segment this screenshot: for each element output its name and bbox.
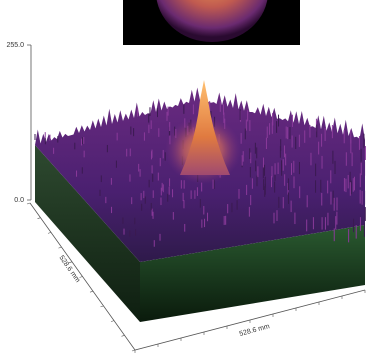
surface-left-face: [35, 145, 140, 322]
tick: [79, 276, 83, 278]
tick: [37, 217, 41, 219]
peak: [180, 80, 230, 175]
tick: [47, 232, 52, 234]
tick: [68, 261, 73, 264]
surface-front-face: [140, 225, 365, 322]
axis-max-label: 255.0: [6, 42, 24, 49]
thumbnail-spot: [156, 0, 268, 42]
floor-ticks: [26, 202, 366, 353]
width-label: 528.6 mm: [239, 323, 271, 338]
tick: [26, 202, 31, 205]
tick: [89, 290, 94, 293]
vertical-axis: [27, 44, 32, 201]
tick: [131, 349, 136, 352]
tick: [121, 335, 125, 337]
tick: [110, 320, 115, 322]
tick: [58, 246, 62, 249]
tick: [100, 305, 104, 308]
axis-min-label: 0.0: [14, 197, 24, 204]
